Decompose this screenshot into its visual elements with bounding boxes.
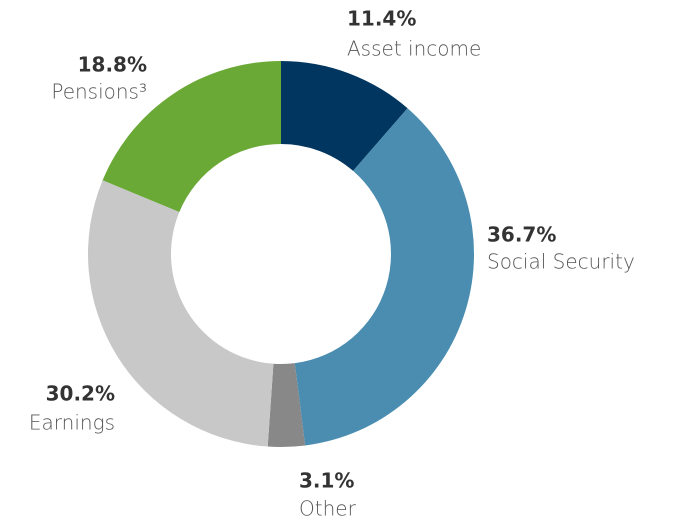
slice-value-label: 36.7%	[487, 223, 556, 247]
donut-slice	[281, 61, 408, 171]
slice-category-label: Asset income	[347, 37, 481, 61]
slice-value-label: 11.4%	[347, 7, 416, 31]
slice-category-label: Pensions³	[51, 80, 147, 104]
donut-slice	[294, 108, 475, 446]
slice-value-label: 3.1%	[299, 469, 354, 493]
donut-slice	[88, 180, 274, 447]
slice-category-label: Other	[299, 497, 357, 519]
donut-slice	[102, 61, 281, 212]
slice-value-label: 30.2%	[46, 382, 115, 406]
slice-category-label: Earnings	[29, 411, 115, 435]
donut-slice	[267, 363, 306, 448]
slice-value-label: 18.8%	[78, 53, 147, 77]
slice-category-label: Social Security	[487, 250, 635, 274]
